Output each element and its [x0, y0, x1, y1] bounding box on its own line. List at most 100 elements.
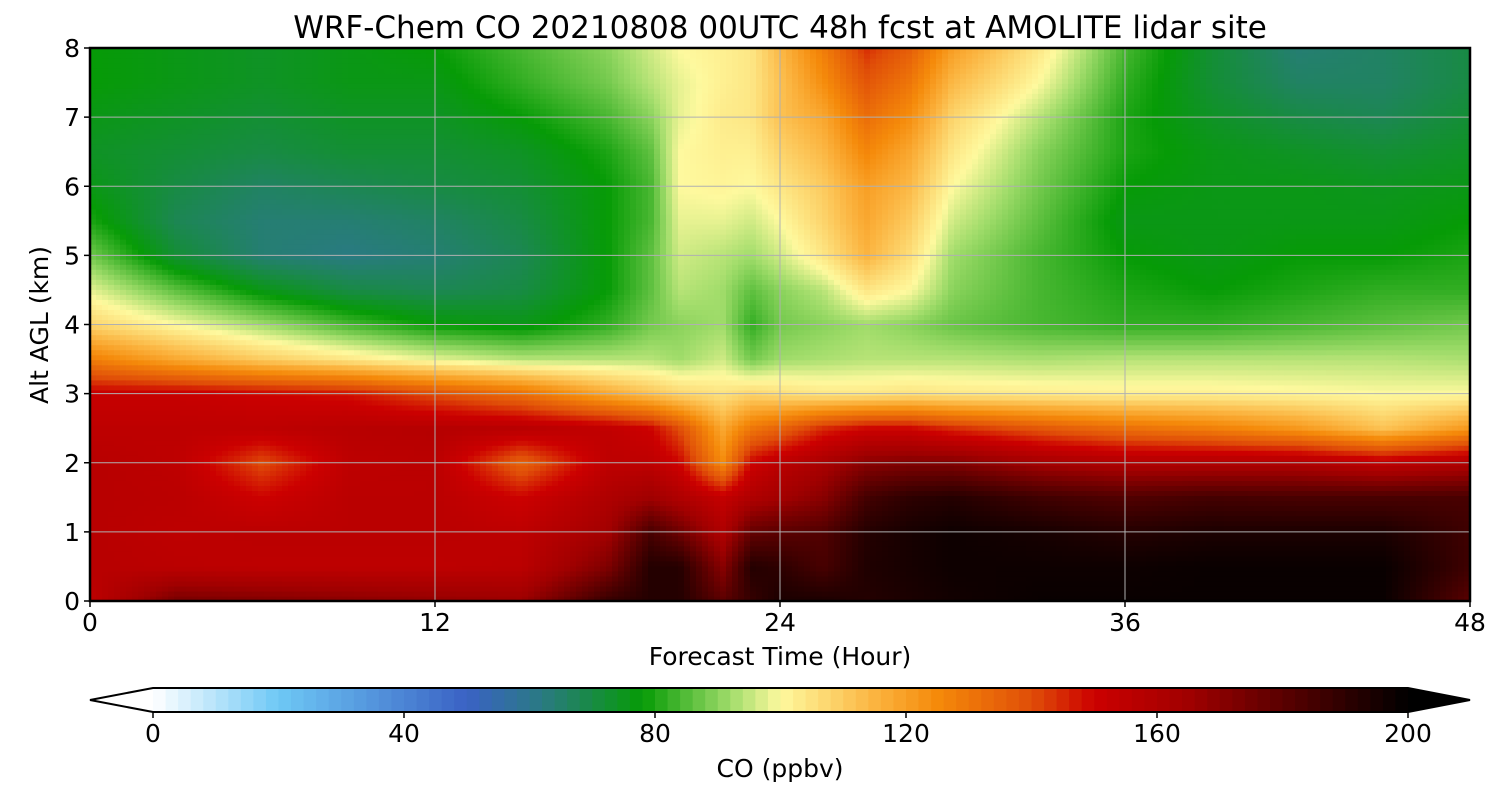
- heat-cell: [1182, 520, 1189, 527]
- heat-cell: [582, 520, 589, 527]
- heat-cell: [1266, 520, 1273, 527]
- heat-cell: [1020, 580, 1027, 587]
- heat-cell: [264, 575, 271, 582]
- heat-cell: [1248, 535, 1255, 542]
- heat-cell: [894, 545, 901, 552]
- heat-cell: [1212, 585, 1219, 592]
- heat-cell: [1140, 525, 1147, 532]
- heat-cell: [876, 490, 883, 497]
- heat-cell: [1338, 535, 1345, 542]
- heat-cell: [1068, 535, 1075, 542]
- heat-cell: [1434, 505, 1441, 512]
- heat-cell: [1188, 540, 1195, 547]
- heat-cell: [630, 575, 637, 582]
- heat-cell: [504, 585, 511, 592]
- heat-cell: [1002, 490, 1009, 497]
- heat-cell: [1050, 545, 1057, 552]
- heat-cell: [462, 560, 469, 567]
- heat-cell: [1134, 495, 1141, 502]
- heat-cell: [258, 535, 265, 542]
- heat-cell: [1164, 585, 1171, 592]
- heat-cell: [720, 525, 727, 532]
- heat-cell: [1188, 585, 1195, 592]
- heat-cell: [576, 550, 583, 557]
- heat-cell: [216, 565, 223, 572]
- heat-cell: [90, 590, 97, 597]
- heat-cell: [1218, 525, 1225, 532]
- heat-cell: [1014, 595, 1021, 601]
- heat-cell: [924, 550, 931, 557]
- heat-cell: [420, 490, 427, 497]
- heat-cell: [168, 540, 175, 547]
- heat-cell: [732, 500, 739, 507]
- heat-cell: [246, 540, 253, 547]
- heat-cell: [1200, 555, 1207, 562]
- heat-cell: [810, 555, 817, 562]
- heat-cell: [282, 590, 289, 597]
- heat-cell: [1038, 505, 1045, 512]
- heat-cell: [1176, 595, 1183, 601]
- heat-cell: [948, 515, 955, 522]
- heat-cell: [342, 550, 349, 557]
- heat-cell: [504, 495, 511, 502]
- heat-cell: [918, 490, 925, 497]
- heat-cell: [150, 505, 157, 512]
- heat-cell: [420, 500, 427, 507]
- heat-cell: [282, 530, 289, 537]
- heat-cell: [1236, 540, 1243, 547]
- heat-cell: [1194, 505, 1201, 512]
- heat-cell: [234, 510, 241, 517]
- heat-cell: [318, 535, 325, 542]
- heat-cell: [390, 500, 397, 507]
- heat-cell: [714, 545, 721, 552]
- heat-cell: [474, 515, 481, 522]
- heat-cell: [1140, 580, 1147, 587]
- heat-cell: [972, 535, 979, 542]
- heat-cell: [474, 590, 481, 597]
- heat-cell: [306, 570, 313, 577]
- heat-cell: [192, 530, 199, 537]
- heat-cell: [342, 490, 349, 497]
- heat-cell: [1188, 565, 1195, 572]
- heat-cell: [1314, 555, 1321, 562]
- heat-cell: [936, 575, 943, 582]
- heat-cell: [1356, 510, 1363, 517]
- heat-cell: [522, 540, 529, 547]
- heat-cell: [840, 525, 847, 532]
- heat-cell: [456, 560, 463, 567]
- heat-cell: [594, 520, 601, 527]
- heat-cell: [930, 525, 937, 532]
- heat-cell: [1188, 525, 1195, 532]
- heat-cell: [1104, 555, 1111, 562]
- heat-cell: [786, 595, 793, 601]
- heat-cell: [996, 515, 1003, 522]
- heat-cell: [552, 535, 559, 542]
- heat-cell: [930, 560, 937, 567]
- heat-cell: [1284, 530, 1291, 537]
- heat-cell: [1140, 550, 1147, 557]
- heat-cell: [318, 580, 325, 587]
- heat-cell: [1458, 545, 1465, 552]
- heat-cell: [678, 495, 685, 502]
- heat-cell: [90, 555, 97, 562]
- heat-cell: [846, 550, 853, 557]
- heat-cell: [1104, 530, 1111, 537]
- heat-cell: [984, 495, 991, 502]
- heat-cell: [768, 545, 775, 552]
- heat-cell: [498, 590, 505, 597]
- heat-cell: [1170, 535, 1177, 542]
- heat-cell: [456, 515, 463, 522]
- heat-cell: [1002, 555, 1009, 562]
- heat-cell: [444, 520, 451, 527]
- heat-cell: [1380, 520, 1387, 527]
- heat-cell: [1452, 520, 1459, 527]
- heat-cell: [378, 535, 385, 542]
- heat-cell: [708, 525, 715, 532]
- heat-cell: [126, 580, 133, 587]
- heat-cell: [558, 585, 565, 592]
- heat-cell: [984, 505, 991, 512]
- heat-cell: [888, 540, 895, 547]
- heat-cell: [912, 590, 919, 597]
- heat-cell: [306, 550, 313, 557]
- heat-cell: [168, 515, 175, 522]
